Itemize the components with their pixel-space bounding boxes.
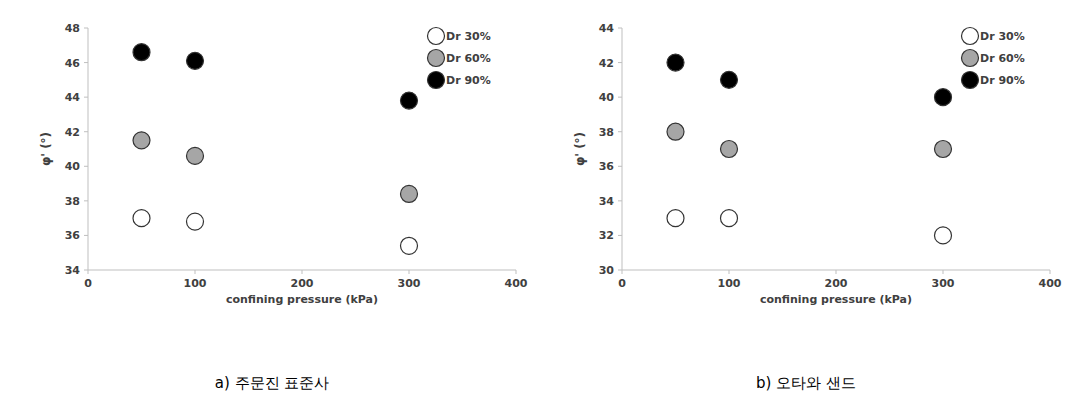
legend-marker xyxy=(962,72,979,89)
x-tick-label: 100 xyxy=(718,277,741,290)
y-tick xyxy=(618,166,622,167)
y-tick-label: 42 xyxy=(65,126,80,139)
marks xyxy=(133,44,418,255)
x-axis-label: confining pressure (kPa) xyxy=(226,293,378,306)
point xyxy=(187,52,204,69)
y-tick xyxy=(618,97,622,98)
point xyxy=(401,237,418,254)
caption: b) 오타와 샌드 xyxy=(756,374,856,392)
legend-marker xyxy=(428,50,445,67)
y-tick xyxy=(84,270,88,271)
y-axis xyxy=(88,28,89,270)
legend-label: Dr 30% xyxy=(446,30,491,43)
y-tick xyxy=(84,235,88,236)
y-tick-label: 32 xyxy=(599,229,614,242)
figure: 01002003004003436384042444648confining p… xyxy=(0,0,1071,402)
x-tick-label: 400 xyxy=(1039,277,1062,290)
y-tick xyxy=(84,200,88,201)
point xyxy=(133,132,150,149)
x-tick xyxy=(409,270,410,274)
x-tick xyxy=(88,270,89,274)
x-tick-label: 0 xyxy=(84,277,92,290)
x-tick xyxy=(622,270,623,274)
y-tick xyxy=(618,270,622,271)
y-tick xyxy=(84,28,88,29)
legend: Dr 30% Dr 60% Dr 90% xyxy=(428,28,491,89)
chart: 0 100 200 300 400 30 32 34 36 38 40 42 44 confining p… xyxy=(573,22,1062,392)
x-tick xyxy=(516,270,517,274)
x-tick-label: 300 xyxy=(398,277,421,290)
legend-label: Dr 90% xyxy=(446,74,491,87)
point xyxy=(133,210,150,227)
legend-label: Dr 60% xyxy=(980,52,1025,65)
x-tick-label: 300 xyxy=(932,277,955,290)
y-tick xyxy=(84,62,88,63)
x-tick xyxy=(943,270,944,274)
x-tick xyxy=(729,270,730,274)
legend: Dr 30% Dr 60% Dr 90% xyxy=(962,28,1025,89)
x-tick xyxy=(195,270,196,274)
legend-marker xyxy=(962,50,979,67)
x-tick xyxy=(836,270,837,274)
legend-label: Dr 30% xyxy=(980,30,1025,43)
point xyxy=(401,92,418,109)
y-tick xyxy=(618,131,622,132)
y-tick-label: 36 xyxy=(599,160,615,173)
x-tick-label: 100 xyxy=(184,277,207,290)
point xyxy=(935,89,952,106)
y-tick-label: 34 xyxy=(599,195,615,208)
point xyxy=(935,227,952,244)
point xyxy=(187,147,204,164)
y-tick-label: 40 xyxy=(599,91,615,104)
y-axis-label: φ' (°) xyxy=(39,132,53,166)
point xyxy=(187,213,204,230)
legend-label: Dr 90% xyxy=(980,74,1025,87)
y-tick xyxy=(618,62,622,63)
legend-marker xyxy=(428,28,445,45)
marks xyxy=(667,54,952,244)
point xyxy=(721,71,738,88)
caption: a) 주문진 표준사 xyxy=(215,374,330,392)
y-tick-label: 34 xyxy=(65,264,81,277)
y-tick-label: 42 xyxy=(599,57,614,70)
y-tick xyxy=(618,200,622,201)
y-tick xyxy=(84,131,88,132)
y-tick-label: 40 xyxy=(65,160,81,173)
x-axis-label: confining pressure (kPa) xyxy=(760,293,912,306)
legend-marker xyxy=(962,28,979,45)
x-tick-label: 400 xyxy=(505,277,528,290)
y-tick xyxy=(84,97,88,98)
y-axis-label: φ' (°) xyxy=(573,132,587,166)
y-tick xyxy=(618,28,622,29)
point xyxy=(133,44,150,61)
point xyxy=(667,210,684,227)
y-tick-label: 38 xyxy=(599,126,614,139)
x-tick-label: 0 xyxy=(618,277,626,290)
point xyxy=(667,54,684,71)
y-tick-label: 36 xyxy=(65,229,81,242)
point xyxy=(721,210,738,227)
point xyxy=(935,141,952,158)
x-tick-label: 200 xyxy=(825,277,848,290)
chart: 0 100 200 300 400 34 36 38 40 42 44 46 48 confining p… xyxy=(39,22,528,392)
y-tick-label: 44 xyxy=(599,22,615,35)
legend-marker xyxy=(428,72,445,89)
x-tick-label: 200 xyxy=(291,277,314,290)
point xyxy=(401,185,418,202)
y-tick xyxy=(84,166,88,167)
y-tick xyxy=(618,235,622,236)
y-tick-label: 30 xyxy=(599,264,615,277)
y-tick-label: 44 xyxy=(65,91,81,104)
y-tick-label: 48 xyxy=(65,22,80,35)
x-tick xyxy=(1050,270,1051,274)
point xyxy=(667,123,684,140)
y-axis xyxy=(622,28,623,270)
point xyxy=(721,141,738,158)
y-tick-label: 46 xyxy=(65,57,81,70)
legend-label: Dr 60% xyxy=(446,52,491,65)
y-tick-label: 38 xyxy=(65,195,80,208)
x-tick xyxy=(302,270,303,274)
